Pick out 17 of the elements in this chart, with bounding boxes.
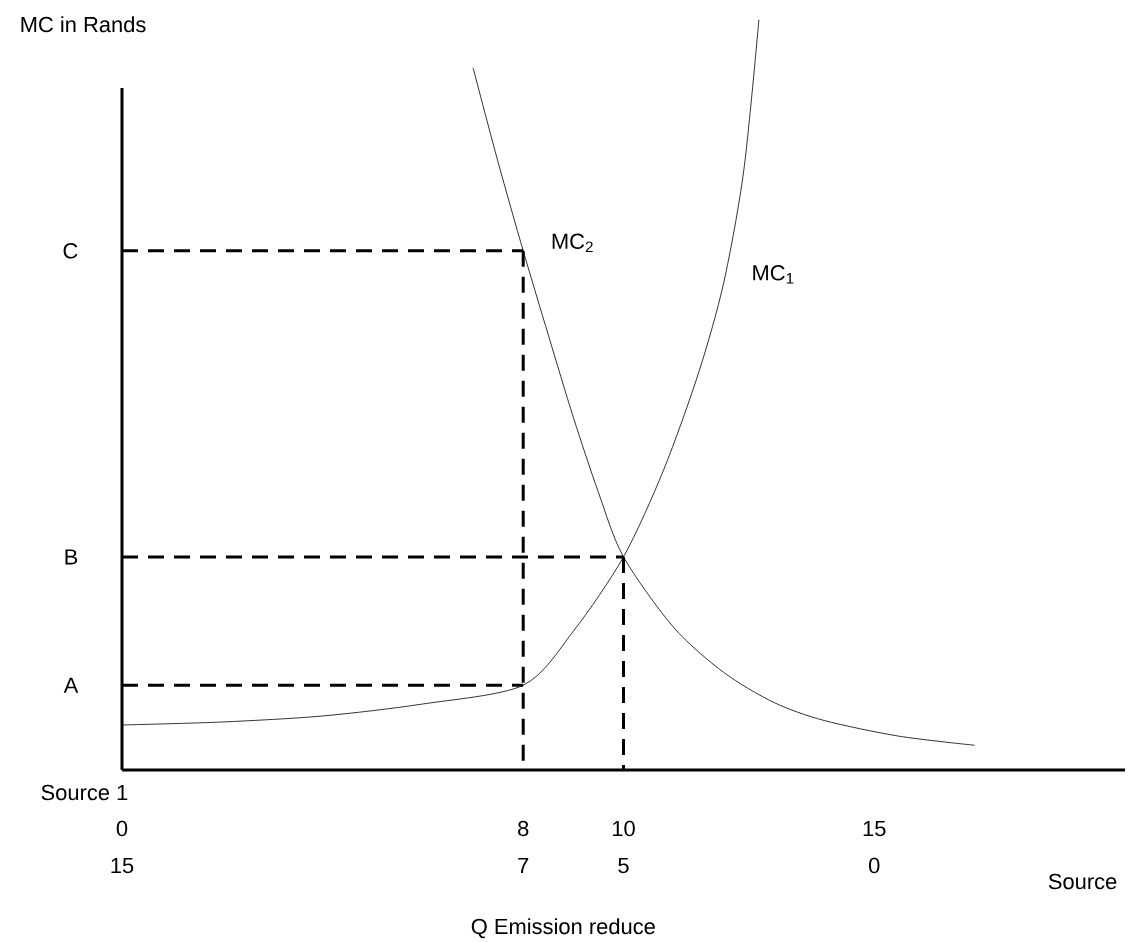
x2-tick-label: 15 (111, 857, 134, 874)
ref-line-label: B (65, 549, 78, 565)
x2-tick-label: 5 (618, 857, 629, 874)
ref-line-label: A (63, 677, 79, 693)
x-tick-label: 0 (116, 820, 128, 837)
series-label: MC$_{2}$ (552, 233, 593, 253)
x-tick-label: 10 (612, 820, 635, 837)
source-note: Source 1 (41, 784, 128, 801)
y-axis-title: MC in Rands (21, 16, 146, 33)
ref-line-label: C (63, 243, 78, 259)
series-label: MC$_{1}$ (753, 265, 794, 284)
x-tick-label: 15 (863, 820, 886, 837)
x2-tick-label: 7 (518, 857, 529, 873)
x2-tick-label: 0 (868, 857, 880, 874)
x-axis-title: Q Emission reduce (471, 918, 655, 939)
x2-axis-title: Source (1048, 873, 1117, 890)
x-tick-label: 8 (518, 820, 529, 837)
